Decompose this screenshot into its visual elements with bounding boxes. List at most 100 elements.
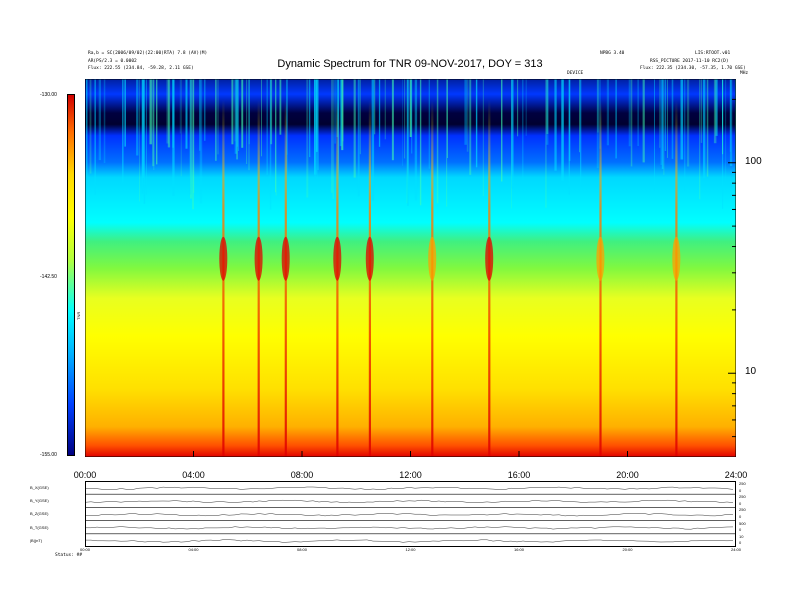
- chart-title: Dynamic Spectrum for TNR 09-NOV-2017, DO…: [277, 58, 543, 70]
- magnetometer-right-label: 0: [739, 514, 742, 519]
- stripe-mark: [279, 79, 282, 135]
- stripe-mark: [342, 79, 344, 142]
- stripe-mark: [141, 79, 144, 194]
- stripe-mark: [706, 79, 709, 177]
- stripe-mark: [199, 79, 203, 204]
- stripe-mark: [269, 79, 272, 210]
- stripe-mark: [238, 79, 239, 151]
- stripe-mark: [642, 79, 645, 163]
- burst-blob-2: [281, 236, 290, 281]
- stripe-mark: [407, 79, 409, 206]
- stripe-mark: [637, 79, 639, 146]
- stripe-mark: [597, 79, 599, 133]
- spectrogram-svg: [85, 79, 736, 457]
- stripe-mark: [713, 79, 717, 144]
- stripe-mark: [411, 79, 413, 154]
- stripe-mark: [561, 79, 564, 181]
- magnetometer-right-label: 250: [739, 481, 746, 486]
- stripe-mark: [628, 79, 631, 147]
- colorbar-mid-label: -142.50: [40, 274, 57, 280]
- stripe-mark: [167, 79, 171, 148]
- x-tick-marks: [85, 451, 736, 457]
- magnetometer-x-tick: 20:00: [622, 547, 633, 552]
- magnetometer-x-tick: 12:00: [405, 547, 416, 552]
- magnetometer-x-tick: 24:00: [730, 547, 742, 552]
- magnetometer-right-label: 10: [739, 533, 744, 539]
- stripe-mark: [136, 79, 139, 156]
- stripe-mark: [436, 79, 439, 204]
- y-tick-label: 100: [745, 155, 762, 167]
- stripe-mark: [568, 79, 571, 161]
- meta-top-left-3: Flux: 222.55 (234.84, -59.28, 2.11 GSE): [88, 66, 194, 71]
- magnetometer-right-label: 0: [739, 540, 742, 546]
- stripe-mark: [419, 79, 422, 206]
- status-label: Status: ##: [55, 553, 83, 558]
- stripe-mark: [172, 79, 175, 196]
- burst-blob-6: [485, 236, 494, 281]
- stripe-mark: [122, 79, 124, 183]
- magnetometer-trace: [84, 486, 734, 490]
- meta-top-right-1: NPBG 3.40: [600, 51, 625, 56]
- x-tick-label: 12:00: [399, 470, 422, 480]
- stripe-mark: [156, 79, 158, 165]
- stripe-mark: [402, 79, 403, 166]
- stripe-mark: [735, 79, 736, 208]
- stripe-mark: [475, 79, 478, 168]
- magnetometer-trace: [84, 513, 734, 517]
- stripe-mark: [579, 79, 580, 153]
- magnetometer-trace: [85, 539, 734, 543]
- stripe-mark: [286, 79, 288, 184]
- burst-blob-1: [254, 236, 263, 281]
- stripe-mark: [525, 79, 527, 136]
- stripe-mark: [568, 79, 570, 195]
- stripe-mark: [630, 79, 633, 167]
- stripe-mark: [428, 79, 430, 169]
- stripe-mark: [580, 79, 582, 187]
- stripe-mark: [339, 79, 342, 147]
- magnetometer-right-label: 0: [739, 487, 742, 493]
- stripe-mark: [199, 79, 201, 151]
- magnetometer-row-label: B_Y(GSE): [30, 498, 49, 504]
- meta-top-left-2: AR(PS/2.3 = 0.0002: [88, 59, 137, 64]
- stripe-mark: [89, 79, 92, 174]
- stripe-mark: [378, 79, 381, 147]
- stripe-mark: [384, 79, 386, 140]
- x-tick-label: 08:00: [290, 470, 314, 480]
- freq-unit-label: MHz: [740, 71, 749, 76]
- meta-top-right-4: Flux: 222.35 (234.30, -57.35, 1.70 GSE): [640, 66, 746, 71]
- stripe-mark: [215, 79, 217, 161]
- stripe-mark: [715, 79, 718, 136]
- stripe-mark: [703, 79, 706, 179]
- stripe-mark: [729, 79, 731, 152]
- spectrogram: [85, 79, 736, 457]
- stripe-mark: [234, 79, 236, 142]
- stripe-mark: [722, 79, 724, 209]
- stripe-mark: [359, 79, 361, 155]
- spectrogram-stripes: [86, 79, 736, 210]
- stripe-mark: [248, 79, 250, 171]
- stripe-mark: [409, 79, 412, 137]
- stripe-mark: [511, 79, 514, 189]
- magnetometer-right-label: 500: [739, 520, 746, 526]
- magnetometer-right-label: 0: [739, 527, 742, 533]
- stripe-mark: [466, 79, 469, 152]
- stripe-mark: [545, 79, 547, 208]
- y-tick-label: 10: [745, 366, 757, 378]
- magnetometer-right-label: 250: [739, 494, 746, 500]
- stripe-mark: [317, 79, 319, 171]
- stripe-mark: [94, 79, 96, 195]
- colorbar-bottom-label: -155.00: [40, 452, 57, 458]
- stripe-mark: [680, 79, 684, 160]
- stripe-mark: [236, 79, 238, 147]
- magnetometer-right-label: 250: [739, 507, 746, 513]
- x-tick-label: 04:00: [182, 470, 205, 480]
- stripe-mark: [357, 79, 360, 197]
- stripe-mark: [353, 79, 356, 178]
- stripe-mark: [166, 79, 169, 144]
- stripe-mark: [700, 79, 703, 143]
- stripe-mark: [146, 79, 147, 195]
- burst-blob-7: [596, 236, 605, 281]
- stripe-mark: [546, 79, 549, 145]
- magnetometer-svg: [84, 481, 736, 547]
- stripe-mark: [374, 79, 376, 135]
